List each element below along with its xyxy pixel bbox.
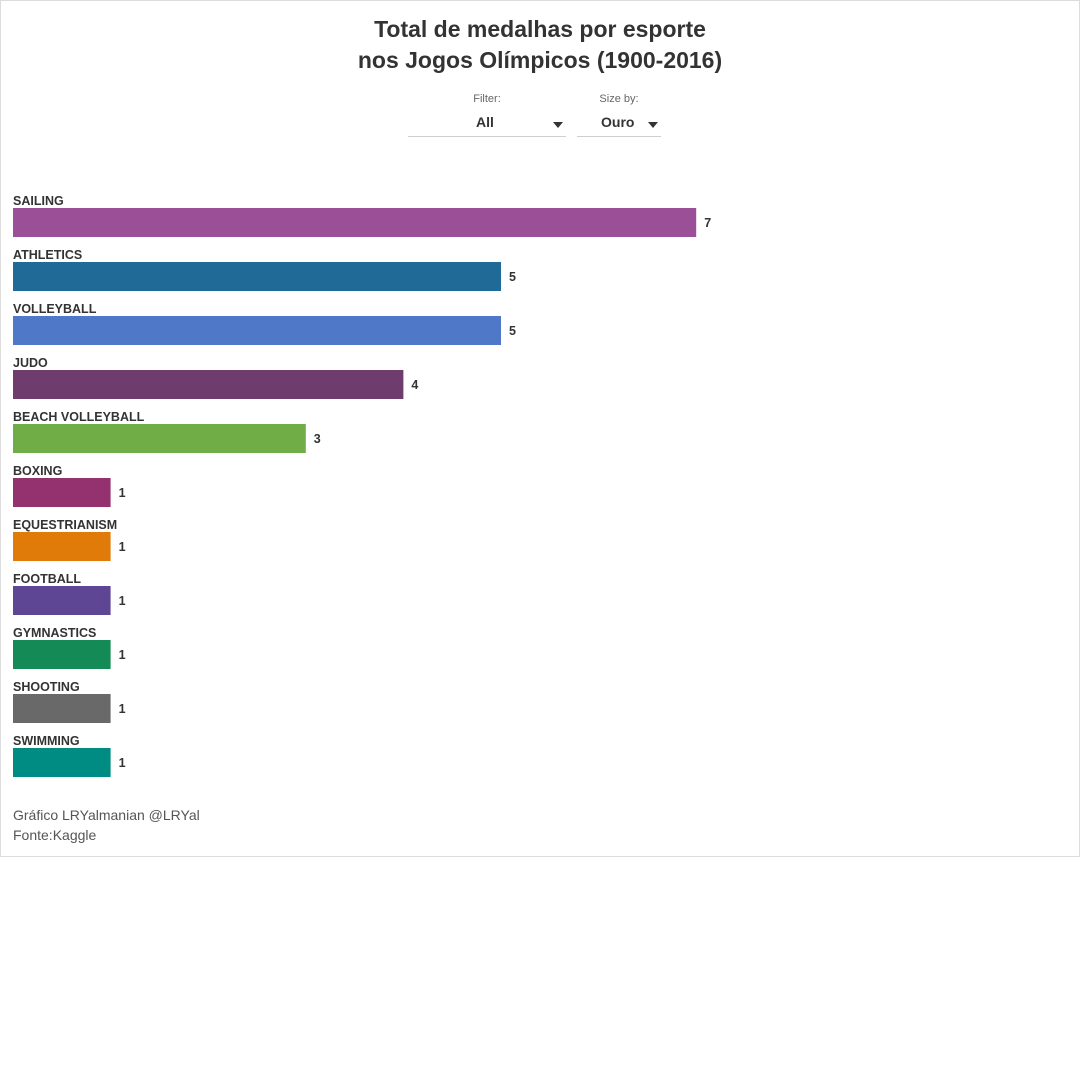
bar[interactable]	[13, 640, 111, 669]
category-label: SAILING	[13, 194, 64, 208]
chevron-down-icon	[648, 122, 658, 128]
category-label: BOXING	[13, 464, 62, 478]
category-label: FOOTBALL	[13, 572, 81, 586]
category-label: GYMNASTICS	[13, 626, 96, 640]
size-by-label: Size by:	[599, 93, 639, 105]
bar[interactable]	[13, 316, 501, 345]
footer-source: Fonte:Kaggle	[13, 827, 97, 843]
filter-value: All	[476, 114, 494, 130]
value-label: 1	[119, 486, 126, 500]
bar[interactable]	[13, 478, 111, 507]
category-label: VOLLEYBALL	[13, 302, 97, 316]
footer-credit: Gráfico LRYalmanian @LRYal	[13, 807, 200, 823]
bar[interactable]	[13, 262, 501, 291]
bar-row: BOXING 1	[13, 464, 126, 507]
bar[interactable]	[13, 694, 111, 723]
bar[interactable]	[13, 532, 111, 561]
title-line-1: Total de medalhas por esporte	[374, 16, 706, 42]
category-label: SWIMMING	[13, 734, 80, 748]
value-label: 5	[509, 270, 516, 284]
bar[interactable]	[13, 424, 306, 453]
category-label: SHOOTING	[13, 680, 80, 694]
filter-label: Filter:	[473, 93, 501, 105]
value-label: 7	[704, 216, 711, 230]
bar-row: ATHLETICS 5	[13, 248, 516, 291]
title-line-2: nos Jogos Olímpicos (1900-2016)	[357, 47, 723, 73]
value-label: 4	[411, 378, 418, 392]
value-label: 1	[119, 648, 126, 662]
bar[interactable]	[13, 748, 111, 777]
bar-row: JUDO 4	[13, 356, 418, 399]
bar-row: BEACH VOLLEYBALL 3	[13, 410, 321, 453]
category-label: JUDO	[13, 356, 48, 370]
chevron-down-icon	[553, 122, 563, 128]
bar-row: SHOOTING 1	[13, 680, 126, 723]
footer: Gráfico LRYalmanian @LRYal Fonte:Kaggle	[13, 805, 200, 845]
bar[interactable]	[13, 586, 111, 615]
value-label: 1	[119, 702, 126, 716]
filter-control: Filter: All	[408, 92, 566, 137]
bar[interactable]	[13, 370, 404, 399]
bar-row: SWIMMING 1	[13, 734, 126, 777]
size-by-dropdown[interactable]: Ouro	[577, 110, 661, 137]
bar-row: FOOTBALL 1	[13, 572, 126, 615]
category-label: ATHLETICS	[13, 248, 82, 262]
category-label: EQUESTRIANISM	[13, 518, 117, 532]
value-label: 5	[509, 324, 516, 338]
bar-row: GYMNASTICS 1	[13, 626, 126, 669]
value-label: 1	[119, 594, 126, 608]
category-label: BEACH VOLLEYBALL	[13, 410, 145, 424]
bar-row: SAILING 7	[13, 194, 711, 237]
bar[interactable]	[13, 208, 697, 237]
chart-title: Total de medalhas por esporte nos Jogos …	[0, 14, 1080, 76]
size-by-control: Size by: Ouro	[577, 92, 661, 137]
value-label: 3	[314, 432, 321, 446]
bar-chart: SAILING 7 ATHLETICS 5 VOLLEYBALL 5 JUDO 4 BEACH …	[13, 194, 711, 777]
value-label: 1	[119, 540, 126, 554]
size-by-value: Ouro	[601, 114, 635, 130]
bar-row: VOLLEYBALL 5	[13, 302, 516, 345]
filter-dropdown[interactable]: All	[408, 110, 566, 137]
value-label: 1	[119, 756, 126, 770]
